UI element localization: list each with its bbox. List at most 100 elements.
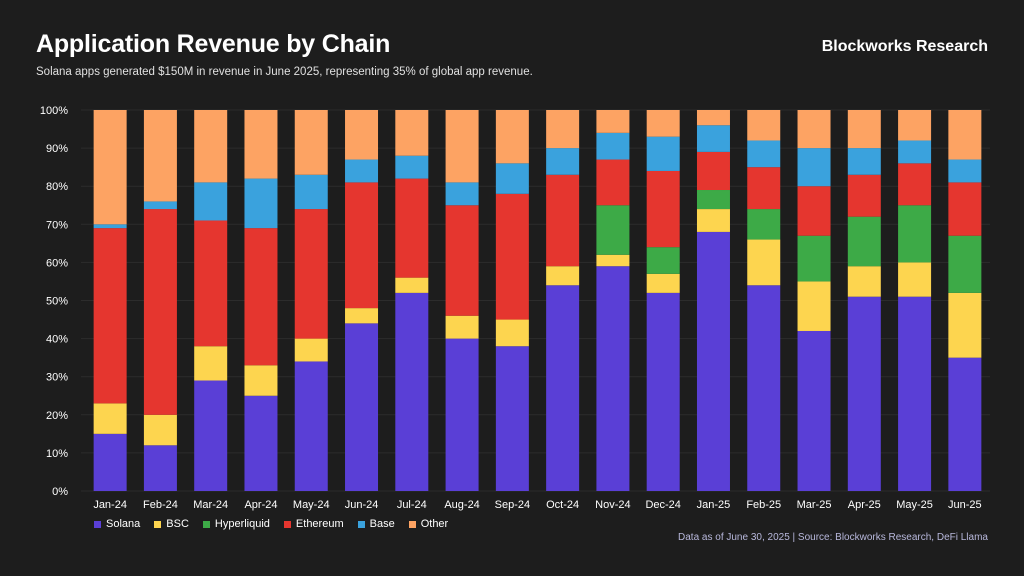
bar-stack-jan-25 xyxy=(696,110,730,492)
bar-solana xyxy=(395,292,429,491)
legend-label: Ethereum xyxy=(295,518,344,530)
x-tick-label: Jan-25 xyxy=(697,499,731,511)
bar-hyperliquid xyxy=(898,205,932,263)
bar-ethereum xyxy=(898,163,932,206)
x-tick-label: Feb-25 xyxy=(746,499,781,511)
x-tick-label: Oct-24 xyxy=(546,499,579,511)
bar-other xyxy=(445,110,479,183)
legend-swatch xyxy=(283,520,291,528)
bar-bsc xyxy=(546,266,580,286)
bar-base xyxy=(445,182,479,206)
x-tick-label: Nov-24 xyxy=(595,499,630,511)
bar-other xyxy=(847,110,881,149)
bar-bsc xyxy=(847,266,881,297)
bar-bsc xyxy=(898,262,932,297)
bar-bsc xyxy=(194,346,228,381)
bar-ethereum xyxy=(646,170,680,248)
legend-swatch xyxy=(357,520,365,528)
bar-base xyxy=(696,125,730,152)
legend-label: Hyperliquid xyxy=(214,518,270,530)
chart-subtitle: Solana apps generated $150M in revenue i… xyxy=(36,66,533,78)
bar-ethereum xyxy=(596,159,630,206)
bar-hyperliquid xyxy=(948,235,982,293)
y-tick-label: 40% xyxy=(46,334,68,346)
bar-ethereum xyxy=(696,151,730,191)
x-tick-label: Apr-25 xyxy=(848,499,881,511)
bar-base xyxy=(646,136,680,171)
bar-ethereum xyxy=(143,209,177,415)
bar-other xyxy=(646,110,680,137)
legend-label: Base xyxy=(369,518,395,530)
legend-label: Solana xyxy=(106,518,141,530)
x-tick-label: May-25 xyxy=(896,499,933,511)
bar-bsc xyxy=(797,281,831,331)
bar-hyperliquid xyxy=(847,216,881,267)
bar-stack-feb-24 xyxy=(143,110,177,491)
legend-item-other: Other xyxy=(408,518,449,530)
y-tick-label: 30% xyxy=(46,372,68,384)
bar-hyperliquid xyxy=(646,247,680,274)
x-axis: Jan-24 Feb-24 Mar-24 Apr-24 May-24 Jun-24 Jul-… xyxy=(93,499,981,511)
y-tick-label: 10% xyxy=(46,448,68,460)
grid-layer xyxy=(81,109,990,492)
legend-item-solana: Solana xyxy=(94,518,140,530)
bar-stack-mar-25 xyxy=(797,110,831,491)
bar-solana xyxy=(143,445,177,491)
bar-solana xyxy=(194,380,228,491)
bar-bsc xyxy=(696,209,730,232)
bar-other xyxy=(294,110,328,175)
bar-solana xyxy=(898,296,932,491)
y-tick-label: 90% xyxy=(46,143,68,155)
y-axis: 0% 10% 20% 30% 40% 50% 60% 70% 80% 90% 100% xyxy=(40,105,68,498)
bar-base xyxy=(898,140,932,164)
bar-solana xyxy=(948,357,982,491)
bar-bsc xyxy=(747,239,781,286)
bar-stack-jun-24 xyxy=(345,110,379,491)
x-tick-label: Mar-24 xyxy=(193,499,228,511)
bar-stack-apr-25 xyxy=(847,110,881,491)
bar-stack-aug-24 xyxy=(445,110,479,491)
y-tick-label: 80% xyxy=(46,181,68,193)
bar-other xyxy=(244,110,278,179)
bar-base xyxy=(194,182,228,221)
legend: Solana BSC Hyperliquid Ethereum Base Other xyxy=(94,518,448,530)
bar-solana xyxy=(847,296,881,491)
bar-stack-feb-25 xyxy=(747,110,781,491)
bar-stack-jun-25 xyxy=(948,110,982,491)
bar-base xyxy=(546,148,580,175)
bar-base xyxy=(797,148,831,187)
chart-title: Application Revenue by Chain xyxy=(36,30,391,58)
bar-hyperliquid xyxy=(696,190,730,210)
x-tick-label: Jul-24 xyxy=(397,499,427,511)
x-tick-label: May-24 xyxy=(293,499,330,511)
bar-other xyxy=(194,110,228,183)
bar-ethereum xyxy=(948,182,982,236)
bar-ethereum xyxy=(345,182,379,309)
bar-ethereum xyxy=(244,228,278,366)
bar-solana xyxy=(696,231,730,492)
bar-base xyxy=(93,224,127,229)
bar-ethereum xyxy=(395,178,429,278)
bar-solana xyxy=(596,266,630,491)
bar-ethereum xyxy=(797,186,831,236)
bar-solana xyxy=(747,285,781,491)
legend-swatch xyxy=(202,520,210,528)
x-tick-label: Sep-24 xyxy=(495,499,530,511)
bar-solana xyxy=(244,395,278,491)
legend-item-bsc: BSC xyxy=(154,518,189,530)
bar-other xyxy=(596,110,630,133)
bar-bsc xyxy=(294,338,328,362)
bar-base xyxy=(294,174,328,210)
bar-base xyxy=(596,132,630,160)
x-tick-label: Jun-24 xyxy=(345,499,379,511)
bar-stack-may-24 xyxy=(294,110,328,491)
bar-base xyxy=(395,155,429,179)
bar-base xyxy=(847,148,881,175)
bar-hyperliquid xyxy=(797,235,831,282)
bar-other xyxy=(546,110,580,149)
legend-swatch xyxy=(94,520,101,528)
legend-swatch xyxy=(154,520,162,528)
x-tick-label: Mar-25 xyxy=(797,499,832,511)
legend-label: Other xyxy=(420,518,449,530)
bar-other xyxy=(345,110,379,160)
